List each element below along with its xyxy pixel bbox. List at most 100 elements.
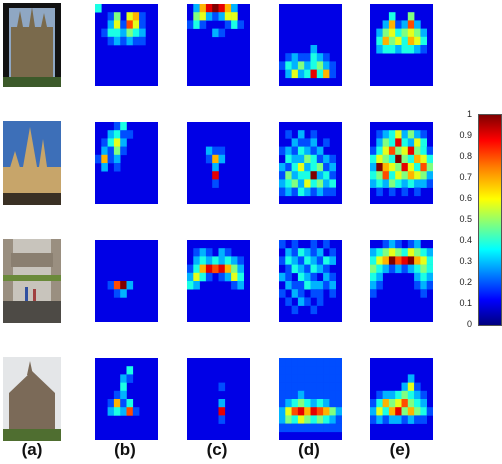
heatmap-cell: [401, 36, 409, 46]
heatmap-cell: [139, 12, 146, 21]
heatmap-cell: [323, 256, 330, 265]
heatmap-cell: [388, 240, 396, 249]
heatmap-cell: [279, 407, 286, 416]
heatmap-cell: [388, 20, 396, 29]
colorbar-tick-label: 0.2: [459, 277, 472, 287]
heatmap-cell: [297, 264, 305, 274]
heatmap-cell: [291, 407, 299, 416]
heatmap-cell: [420, 28, 427, 38]
heatmap-cell: [126, 366, 134, 375]
heatmap-cell: [401, 264, 409, 274]
heatmap-cell: [212, 146, 219, 156]
heatmap-cell: [310, 45, 318, 54]
heatmap-cell: [420, 415, 427, 424]
heatmap-cell: [285, 130, 292, 139]
heatmap-cell: [107, 36, 115, 46]
heatmap-cell: [212, 163, 219, 172]
heatmap-cell: [329, 248, 336, 257]
heatmap-cell: [291, 154, 299, 164]
heatmap-cell: [291, 146, 299, 156]
heatmap-cell: [323, 264, 330, 274]
heatmap-cell: [335, 390, 342, 400]
heatmap-cell: [316, 61, 324, 70]
heatmap-cell: [407, 256, 415, 265]
heatmap-cell: [291, 138, 299, 147]
heatmap-cell: [382, 179, 390, 188]
heatmap-cell: [376, 45, 383, 54]
heatmap-cell: [395, 248, 402, 257]
heatmap-cell: [291, 256, 299, 265]
heatmap-cell: [407, 240, 415, 249]
heatmap-cell: [224, 264, 232, 274]
heatmap-cell: [304, 272, 311, 282]
heatmap-cell: [316, 382, 324, 392]
heatmap-cell: [329, 390, 336, 400]
heatmap-cell: [285, 187, 292, 197]
heatmap-cell: [323, 171, 330, 180]
heatmap-cell: [224, 20, 232, 29]
heatmap-cell: [218, 382, 226, 392]
heatmap-cell: [388, 154, 396, 164]
heatmap-cell: [316, 264, 324, 274]
heatmap-cell: [323, 163, 330, 172]
heatmap-cell: [407, 146, 415, 156]
heatmap-cell: [310, 399, 318, 408]
heatmap-cell: [279, 163, 286, 172]
colorbar-tick-label: 1: [466, 109, 472, 119]
heatmap-cell: [316, 179, 324, 188]
heatmap-cell: [376, 281, 383, 290]
heatmap-cell: [323, 399, 330, 408]
heatmap-cell: [407, 45, 415, 54]
heatmap-cell: [401, 45, 409, 54]
heatmap-cell: [401, 399, 409, 408]
heatmap-cell: [199, 264, 207, 274]
heatmap-cell: [279, 415, 286, 424]
heatmap-cell: [382, 407, 390, 416]
heatmap-cell: [291, 382, 299, 392]
heatmap-cell: [316, 415, 324, 424]
heatmap-cell: [335, 374, 342, 383]
heatmap-cell: [376, 154, 383, 164]
heatmap-cell: [414, 415, 421, 424]
heatmap-cell: [187, 272, 194, 282]
heatmap-cell: [304, 146, 311, 156]
heatmap-cell: [388, 248, 396, 257]
heatmap-cell: [414, 36, 421, 46]
heatmap-b: [95, 122, 158, 204]
heatmap-cell: [285, 390, 292, 400]
heatmap-cell: [310, 187, 318, 197]
heatmap-cell: [316, 281, 324, 290]
heatmap-cell: [382, 264, 390, 274]
heatmap-cell: [212, 154, 219, 164]
heatmap-cell: [291, 264, 299, 274]
heatmap-cell: [304, 53, 311, 62]
heatmap-cell: [388, 146, 396, 156]
heatmap-cell: [193, 4, 200, 13]
heatmap-cell: [420, 154, 427, 164]
heatmap-cell: [113, 138, 121, 147]
heatmap-cell: [414, 281, 421, 290]
heatmap-cell: [382, 36, 390, 46]
heatmap-cell: [395, 256, 402, 265]
heatmap-cell: [279, 187, 286, 197]
heatmap-cell: [291, 374, 299, 383]
heatmap-cell: [316, 53, 324, 62]
heatmap-cell: [395, 138, 402, 147]
heatmap-cell: [297, 146, 305, 156]
heatmap-cell: [297, 69, 305, 79]
photo-lawn: [3, 429, 61, 441]
heatmap-cell: [329, 256, 336, 265]
heatmap-cell: [291, 390, 299, 400]
heatmap-cell: [329, 423, 336, 433]
heatmap-cell: [329, 399, 336, 408]
heatmap-cell: [291, 187, 299, 197]
heatmap-cell: [279, 240, 286, 249]
heatmap-cell: [329, 163, 336, 172]
heatmap-cell: [414, 240, 421, 249]
heatmap-cell: [304, 61, 311, 70]
heatmap-cell: [120, 289, 127, 298]
heatmap-cell: [420, 399, 427, 408]
heatmap-cell: [237, 264, 244, 274]
heatmap-cell: [120, 399, 127, 408]
heatmap-cell: [291, 240, 299, 249]
